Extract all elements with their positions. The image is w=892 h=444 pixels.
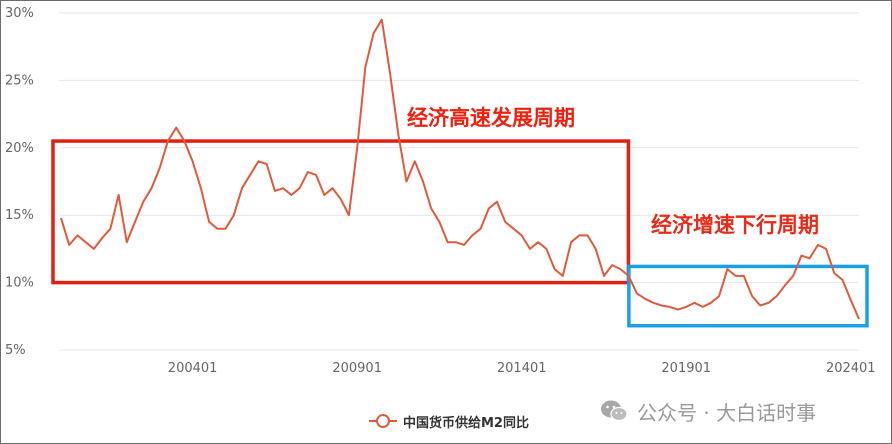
y-tick-label: 15%: [5, 208, 34, 223]
high-growth-period-box: [51, 139, 631, 285]
watermark-text: 公众号 · 大白话时事: [637, 400, 817, 425]
y-tick-label: 25%: [5, 73, 34, 88]
slowdown-period-box: [627, 264, 869, 328]
x-tick-label: 200901: [332, 361, 382, 376]
legend-marker-dot: [376, 414, 390, 428]
legend[interactable]: 中国货币供给M2同比: [369, 411, 529, 431]
y-axis-tick-labels: 30% 25% 20% 15% 10% 5%: [5, 6, 34, 358]
wechat-icon: [601, 400, 628, 422]
series-layer: [60, 18, 860, 320]
x-tick-label: 200401: [168, 361, 218, 376]
y-tick-label: 20%: [5, 141, 34, 156]
highlight-boxes: [51, 139, 869, 328]
annotation-high-growth: 经济高速发展周期: [407, 106, 575, 130]
x-tick-label: 201401: [497, 361, 547, 376]
x-tick-label: 201901: [661, 361, 711, 376]
watermark: 公众号 · 大白话时事: [599, 397, 816, 425]
y-tick-label: 5%: [5, 343, 26, 358]
y-tick-label: 30%: [5, 6, 34, 21]
x-axis-tick-labels: 200401 200901 201401 201901 202401: [168, 361, 876, 376]
y-tick-label: 10%: [5, 276, 34, 291]
x-tick-label: 202401: [826, 361, 876, 376]
series-line-m2: [60, 18, 860, 320]
legend-label: 中国货币供给M2同比: [403, 415, 529, 431]
legend-marker-icon: [369, 414, 397, 428]
grid-layer: [59, 12, 859, 351]
annotation-slowdown: 经济增速下行周期: [651, 213, 819, 237]
